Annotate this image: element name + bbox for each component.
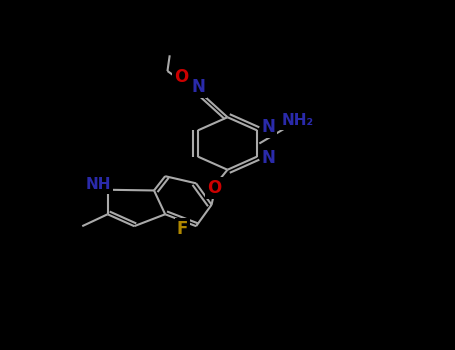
Text: O: O bbox=[207, 179, 221, 197]
Text: F: F bbox=[177, 220, 188, 238]
Text: O: O bbox=[174, 68, 188, 86]
Text: N: N bbox=[262, 149, 275, 167]
Text: N: N bbox=[192, 78, 206, 97]
Text: NH: NH bbox=[86, 177, 111, 192]
Text: NH₂: NH₂ bbox=[282, 113, 314, 128]
Text: N: N bbox=[262, 118, 275, 136]
